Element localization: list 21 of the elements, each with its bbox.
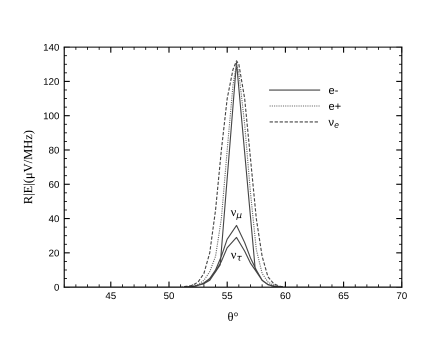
x-axis-title: θ° [228,312,238,321]
legend-label: e- [328,88,338,94]
x-tick-label: 55 [222,292,232,300]
y-axis-title: R|E|(μV/MHz) [23,130,35,204]
x-tick-label: 60 [280,292,290,300]
legend-label: ν$_{e}$ [328,120,339,128]
x-tick-label: 70 [396,292,407,300]
y-tick-label: 60 [49,181,59,188]
y-tick-label: 40 [48,215,59,222]
legend-label: e+ [328,103,341,110]
y-tick-label: 0 [54,284,59,291]
y-tick-label: 140 [44,44,59,51]
annotation: ν$_{τ}$ [230,252,242,261]
x-tick-label: 45 [106,292,116,300]
y-tick-label: 120 [44,78,59,86]
y-tick-label: 80 [48,146,59,154]
x-tick-label: 50 [164,292,174,300]
x-tick-label: 65 [338,292,349,300]
annotation: ν$_{μ}$ [230,210,242,220]
y-tick-label: 100 [44,112,59,120]
y-tick-label: 20 [49,250,59,256]
